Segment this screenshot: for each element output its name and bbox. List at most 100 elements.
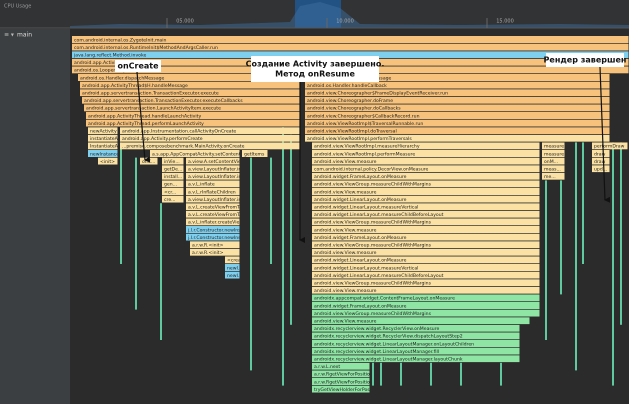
frame[interactable]: a.r.w.R.<init> [190,248,240,256]
frame[interactable]: androidx.recyclerview.widget.RecyclerVie… [312,324,520,332]
frame[interactable]: android.app.ActivityThread.performLaunch… [86,119,300,127]
frame[interactable]: android.view.ViewRootImpl.performTravers… [305,134,610,142]
frame[interactable]: draw [592,150,610,157]
frame[interactable]: a.r.w.RgetViewForPosition [312,378,373,385]
frame[interactable]: cre... [162,195,184,203]
frame[interactable]: android.widget.LinearLayout.onMeasure [312,256,540,264]
frame[interactable]: newI... [225,264,242,271]
frame[interactable]: performDraw [592,142,628,150]
frame[interactable]: draw [592,157,610,165]
frame[interactable]: android.view.View.measure [312,286,540,294]
frame[interactable]: measure [542,142,565,150]
frame[interactable]: java.lang.reflect.Method.invoke [72,51,629,59]
frame-label: measure [544,144,564,150]
frame[interactable]: j.l.r.Constructor.newInstance [186,226,254,233]
frame[interactable]: android.view.Choreographer.doFrame [305,96,610,104]
frame[interactable]: android.widget.LinearLayout.measureVerti… [312,264,540,271]
frame[interactable]: android.app.Activity.performCreate [120,134,300,142]
frame[interactable]: android.view.ViewRootImpl.measureHierarc… [312,142,540,150]
frame[interactable]: android.widget.LinearLayout.onMeasure [312,195,540,203]
frame[interactable]: android.app.ActivityThread.handleLaunchA… [86,112,300,119]
frame[interactable]: android.view.Choreographer.doCallbacks [305,104,610,112]
frame[interactable]: android.app.servertransaction.Transactio… [80,89,300,97]
frame[interactable]: tryGetViewHolderForPositionB... [312,385,387,393]
frame[interactable]: com.android.internal.os.ZygoteInit.main [72,36,629,43]
frame[interactable]: a.view.LayoutInflater.inflate [186,195,252,203]
frame[interactable]: android.os.Handler.dispatchMessage [78,74,300,81]
frame[interactable]: a.view.LayoutInflater.inflate [186,165,252,173]
frame[interactable]: android.view.View.measure [312,317,530,325]
frame[interactable]: android.app.servertransaction.Transactio… [82,96,300,104]
frame[interactable]: android.widget.FrameLayout.onMeasure [312,233,540,241]
frame[interactable]: InstantiateA... [88,142,122,150]
frame[interactable]: measure [542,150,565,157]
frame[interactable]: a.v.L.createViewFromTag [186,203,245,211]
frame[interactable]: android.app.servertransaction.LaunchActi… [84,104,300,112]
frame[interactable]: me... [542,172,565,180]
frame[interactable]: android.app.Instrumentation.callActivity… [120,127,300,135]
frame[interactable]: newInstance [88,150,119,157]
frame[interactable]: a.r.w.L.next [312,362,370,370]
frame[interactable]: newI... [225,271,242,279]
frame[interactable]: androidx.recyclerview.widget.LinearLayou… [312,355,520,363]
frame[interactable]: getItems [242,150,268,157]
frame[interactable]: android.widget.FrameLayout.onMeasure [312,302,540,309]
frame[interactable]: android.app.ActivityThread$H.handleMessa… [80,81,300,89]
frame[interactable]: androidx.appcompat.widget.ContentFrameLa… [312,294,540,302]
frame[interactable]: android.view.ViewRootImpl.performMeasure [312,150,540,157]
frame[interactable]: onC... [140,157,158,165]
frame[interactable]: androidx.recyclerview.widget.RecyclerVie… [312,332,520,340]
frame[interactable]: newActivity [88,127,118,135]
frame[interactable]: android.view.View.measure [312,248,540,256]
frame[interactable]: android.view.ViewGroup.measureChildWithM… [312,309,540,317]
frame[interactable]: a.view.A.setContentView [186,157,245,165]
frame[interactable]: a.v.L.rInflateChildren [186,188,240,195]
frame[interactable]: j.l.r.Constructor.newInstance0 [186,233,256,241]
frame[interactable]: android.view.ViewGroup.measureChildWithM… [312,218,540,226]
frame[interactable]: a.v.L.createViewFromTag [186,210,245,218]
frame-box [542,172,565,180]
frame[interactable]: a.s.app.AppCompatActivity.setContentView [150,150,252,157]
frame[interactable]: a.r.w.RgetViewForPosition [312,370,373,378]
frame[interactable]: ...premise.composebenchmark.MainActivity… [120,142,300,150]
frame-box [312,157,540,165]
frame[interactable]: meas... [542,165,565,173]
frame[interactable]: a.r.w.R.<init> [190,241,240,249]
frame[interactable]: com.android.internal.os.RuntimeInit$Meth… [72,43,629,51]
frame[interactable]: android.widget.LinearLayout.measureChild… [312,210,540,218]
frame[interactable]: onM... [542,157,565,165]
frame[interactable]: android.view.ViewGroup.measureChildWithM… [312,180,540,188]
frame[interactable]: upd... [592,165,610,173]
frame[interactable]: android.view.View.measure [312,188,540,195]
frame[interactable]: <creat... [225,256,247,264]
frame[interactable]: androidx.recyclerview.widget.LinearLayou… [312,347,520,355]
frame[interactable]: a.v.L.inflater.createView [186,218,243,226]
frame[interactable]: com.android.internal.policy.DecorView.on… [312,165,540,173]
frame[interactable]: install... [162,172,184,180]
frame[interactable]: android.view.Choreographer$CallbackRecor… [305,112,610,119]
thread-name[interactable]: main [17,32,32,39]
frame[interactable]: android.view.ViewRootImpl$TraversalRunna… [305,119,610,127]
frame[interactable]: android.os.Handler.handleCallback [305,81,610,89]
frame-box [312,385,370,393]
frame[interactable]: android.widget.LinearLayout.measureVerti… [312,203,540,211]
frame[interactable]: android.view.View.measure [312,226,540,233]
frame[interactable]: inVie... [162,157,184,165]
frame[interactable]: a.v.L.inflate [186,180,240,188]
frame[interactable]: getDe... [162,165,184,173]
frame[interactable]: instantiateA... [88,134,122,142]
frame[interactable]: <cr... [162,188,184,195]
frame-box [186,218,240,226]
frame[interactable]: <init> [98,157,118,165]
frame[interactable]: android.view.ViewRootImpl.doTraversal [305,127,610,135]
frame[interactable]: android.view.View.measure [312,157,540,165]
frame[interactable]: a.view.LayoutInflater.inflate [186,172,252,180]
frame[interactable]: androidx.recyclerview.widget.LinearLayou… [312,340,520,347]
frame[interactable]: android.widget.FrameLayout.onMeasure [312,172,540,180]
frame[interactable]: android.view.ViewGroup.measureChildWithM… [312,279,540,287]
frame[interactable]: android.view.ViewGroup.measureChildWithM… [312,241,540,249]
frame[interactable]: gen... [162,180,184,188]
thread-menu-icon[interactable]: ≡ ▾ [4,32,14,39]
frame[interactable]: android.view.Choreographer$FrameDisplayE… [305,89,610,97]
frame[interactable]: android.widget.LinearLayout.measureChild… [312,271,540,279]
